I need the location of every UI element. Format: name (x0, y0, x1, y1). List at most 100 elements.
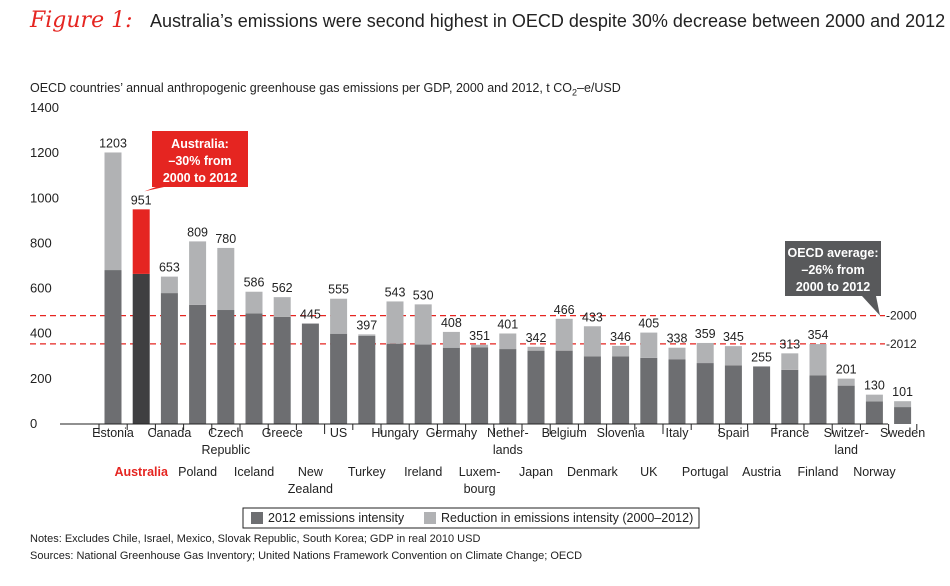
bar-reduction (612, 345, 630, 357)
bar-reduction (837, 378, 855, 386)
bar-reduction (865, 394, 883, 402)
bar-2012 (160, 293, 178, 424)
x-category-label: Italy (666, 426, 690, 440)
bar-reduction (471, 344, 489, 348)
bar-value-label: 586 (244, 276, 265, 290)
bar-2012 (668, 359, 686, 424)
bar-reduction (583, 326, 601, 357)
x-category-label: Estonia (92, 426, 134, 440)
y-axis: 0 200 400 600 800 1000 1200 1400 (30, 100, 59, 431)
x-category-label: Hungary (371, 426, 419, 440)
y-tick-label: 1200 (30, 145, 59, 160)
bar-reduction (724, 346, 742, 366)
x-axis-labels: Estonia Australia Canada Poland Czech Republi… (92, 426, 925, 496)
y-tick-label: 600 (30, 281, 52, 296)
chart-subtitle: OECD countries’ annual anthropogenic gre… (30, 81, 621, 98)
bar-reduction (414, 304, 432, 345)
bar-2012 (640, 357, 658, 424)
bar-reduction (809, 344, 827, 376)
value-labels: 1203 951 653 809 780 586 562 445 555 397 543 530 408… (99, 136, 913, 399)
australia-callout-text: –30% from (168, 154, 231, 168)
bar-2012 (132, 273, 150, 424)
x-category-label: Denmark (567, 465, 618, 479)
bar-2012 (301, 323, 319, 424)
bar-value-label: 130 (864, 379, 885, 393)
x-category-label: Finland (798, 465, 839, 479)
bar-2012 (724, 365, 742, 424)
australia-callout-text: 2000 to 2012 (163, 171, 237, 185)
y-tick-label: 400 (30, 326, 52, 341)
bar-2012 (273, 316, 291, 424)
x-category-label: bourg (464, 482, 496, 496)
figure-label: Figure 1: (30, 8, 133, 33)
x-category-label: Slovenia (597, 426, 645, 440)
bar-reduction (245, 291, 263, 314)
sources-text: Sources: National Greenhouse Gas Invento… (30, 550, 583, 562)
bar-value-label: 342 (526, 331, 547, 345)
legend-label-reduction: Reduction in emissions intensity (2000–2… (441, 511, 693, 525)
oecd-callout-text: –26% from (801, 263, 864, 277)
bar-value-label: 530 (413, 288, 434, 302)
x-category-label: Turkey (348, 465, 386, 479)
subtitle-text: OECD countries’ annual anthropogenic gre… (30, 81, 572, 95)
bar-value-label: 255 (751, 350, 772, 364)
bar-value-label: 401 (497, 317, 518, 331)
bar-value-label: 809 (187, 225, 208, 239)
bar-2012 (865, 401, 883, 424)
bar-value-label: 346 (610, 330, 631, 344)
x-category-label: New (298, 465, 324, 479)
x-category-label: France (770, 426, 809, 440)
bar-2012 (217, 310, 235, 424)
bar-value-label: 1203 (99, 136, 127, 150)
emissions-bar-chart: 0 200 400 600 800 1000 1200 1400 -2000 -2012 120… (30, 100, 925, 529)
bar-reduction (894, 401, 912, 408)
y-tick-label: 800 (30, 235, 52, 250)
bar-2012 (612, 356, 630, 424)
bar-value-label: 397 (356, 318, 377, 332)
bar-reduction (273, 297, 291, 317)
y-tick-label: 1400 (30, 100, 59, 115)
legend: 2012 emissions intensity Reduction in emi… (242, 507, 700, 529)
x-category-label: Republic (201, 443, 250, 457)
x-category-label: UK (640, 465, 658, 479)
bar-value-label: 354 (808, 328, 829, 342)
bar-reduction (640, 332, 658, 358)
bars (104, 152, 912, 424)
reference-line-label: -2012 (886, 337, 917, 351)
x-category-label: Canada (148, 426, 192, 440)
y-tick-label: 200 (30, 371, 52, 386)
x-category-label: Czech (208, 426, 243, 440)
bar-reduction (217, 247, 235, 311)
figure-title: Australia’s emissions were second highes… (150, 11, 946, 31)
legend-swatch-reduction (424, 512, 436, 524)
bar-value-label: 951 (131, 193, 152, 207)
bar-value-label: 345 (723, 330, 744, 344)
australia-callout-box (152, 131, 248, 187)
bar-value-label: 408 (441, 316, 462, 330)
x-category-label: lands (493, 443, 523, 457)
bar-2012 (442, 347, 460, 424)
bar-2012 (104, 270, 122, 424)
bar-2012 (358, 335, 376, 424)
bar-2012 (894, 407, 912, 424)
bar-reduction (668, 347, 686, 360)
bar-value-label: 338 (667, 332, 688, 346)
bar-2012 (527, 350, 545, 424)
bar-reduction (696, 342, 714, 364)
annotations: Australia: –30% from 2000 to 2012 OECD aver… (144, 131, 881, 316)
bar-value-label: 433 (582, 310, 603, 324)
legend-box (242, 507, 700, 529)
bar-reduction (499, 333, 517, 350)
bar-2012 (245, 313, 263, 424)
x-category-label: land (834, 443, 858, 457)
y-tick-label: 0 (30, 416, 37, 431)
y-tick-label: 1000 (30, 190, 59, 205)
x-category-label: Portugal (682, 465, 729, 479)
oecd-callout-box (785, 241, 881, 296)
bar-reduction (527, 346, 545, 351)
bar-value-label: 780 (215, 232, 236, 246)
x-category-label: Poland (178, 465, 217, 479)
bar-2012 (499, 349, 517, 424)
bar-reduction (132, 209, 150, 274)
x-category-label: Switzer- (824, 426, 869, 440)
